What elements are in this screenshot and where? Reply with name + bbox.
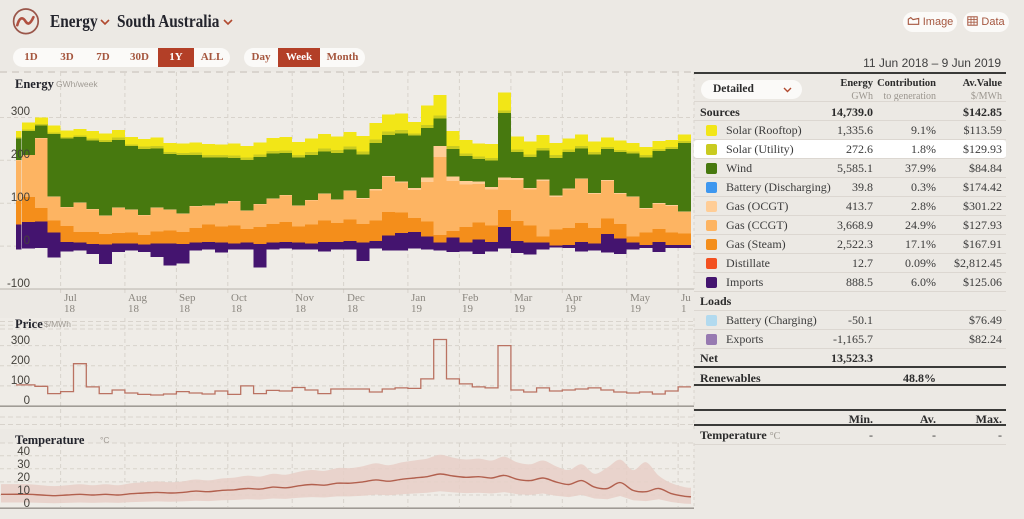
svg-text:18: 18 xyxy=(347,303,359,315)
svg-text:Energy: Energy xyxy=(15,77,55,91)
svg-text:Feb: Feb xyxy=(462,292,479,304)
svg-text:100: 100 xyxy=(11,192,30,204)
svg-text:Ju: Ju xyxy=(681,292,691,304)
svg-text:-100: -100 xyxy=(7,278,30,290)
svg-text:0: 0 xyxy=(24,395,30,407)
svg-text:Dec: Dec xyxy=(347,292,365,304)
svg-text:Price: Price xyxy=(15,317,43,331)
svg-text:May: May xyxy=(630,292,651,304)
svg-text:19: 19 xyxy=(565,303,577,315)
svg-text:10: 10 xyxy=(17,485,30,497)
svg-text:GWh/week: GWh/week xyxy=(56,79,98,89)
svg-text:40: 40 xyxy=(17,446,30,458)
svg-text:Mar: Mar xyxy=(514,292,533,304)
svg-text:19: 19 xyxy=(514,303,526,315)
svg-text:Aug: Aug xyxy=(128,292,147,304)
svg-text:$/MWh: $/MWh xyxy=(44,319,71,329)
svg-text:200: 200 xyxy=(11,355,30,367)
svg-text:1: 1 xyxy=(681,303,687,315)
svg-text:Jul: Jul xyxy=(64,292,77,304)
svg-text:Nov: Nov xyxy=(295,292,314,304)
svg-text:18: 18 xyxy=(179,303,191,315)
svg-text:18: 18 xyxy=(128,303,140,315)
svg-text:18: 18 xyxy=(295,303,307,315)
svg-text:Sep: Sep xyxy=(179,292,196,304)
svg-text:0: 0 xyxy=(24,235,30,247)
svg-text:300: 300 xyxy=(11,106,30,118)
svg-text:19: 19 xyxy=(630,303,642,315)
svg-text:Apr: Apr xyxy=(565,292,582,304)
svg-text:Temperature: Temperature xyxy=(15,433,85,447)
svg-text:°C: °C xyxy=(100,435,110,445)
svg-text:Oct: Oct xyxy=(231,292,247,304)
svg-text:200: 200 xyxy=(11,149,30,161)
svg-text:100: 100 xyxy=(11,375,30,387)
svg-text:19: 19 xyxy=(411,303,423,315)
svg-text:300: 300 xyxy=(11,335,30,347)
svg-text:19: 19 xyxy=(462,303,474,315)
svg-text:30: 30 xyxy=(17,459,30,471)
svg-text:18: 18 xyxy=(231,303,243,315)
svg-text:Jan: Jan xyxy=(411,292,426,304)
svg-text:18: 18 xyxy=(64,303,76,315)
svg-text:0: 0 xyxy=(24,498,30,510)
svg-text:20: 20 xyxy=(17,472,30,484)
